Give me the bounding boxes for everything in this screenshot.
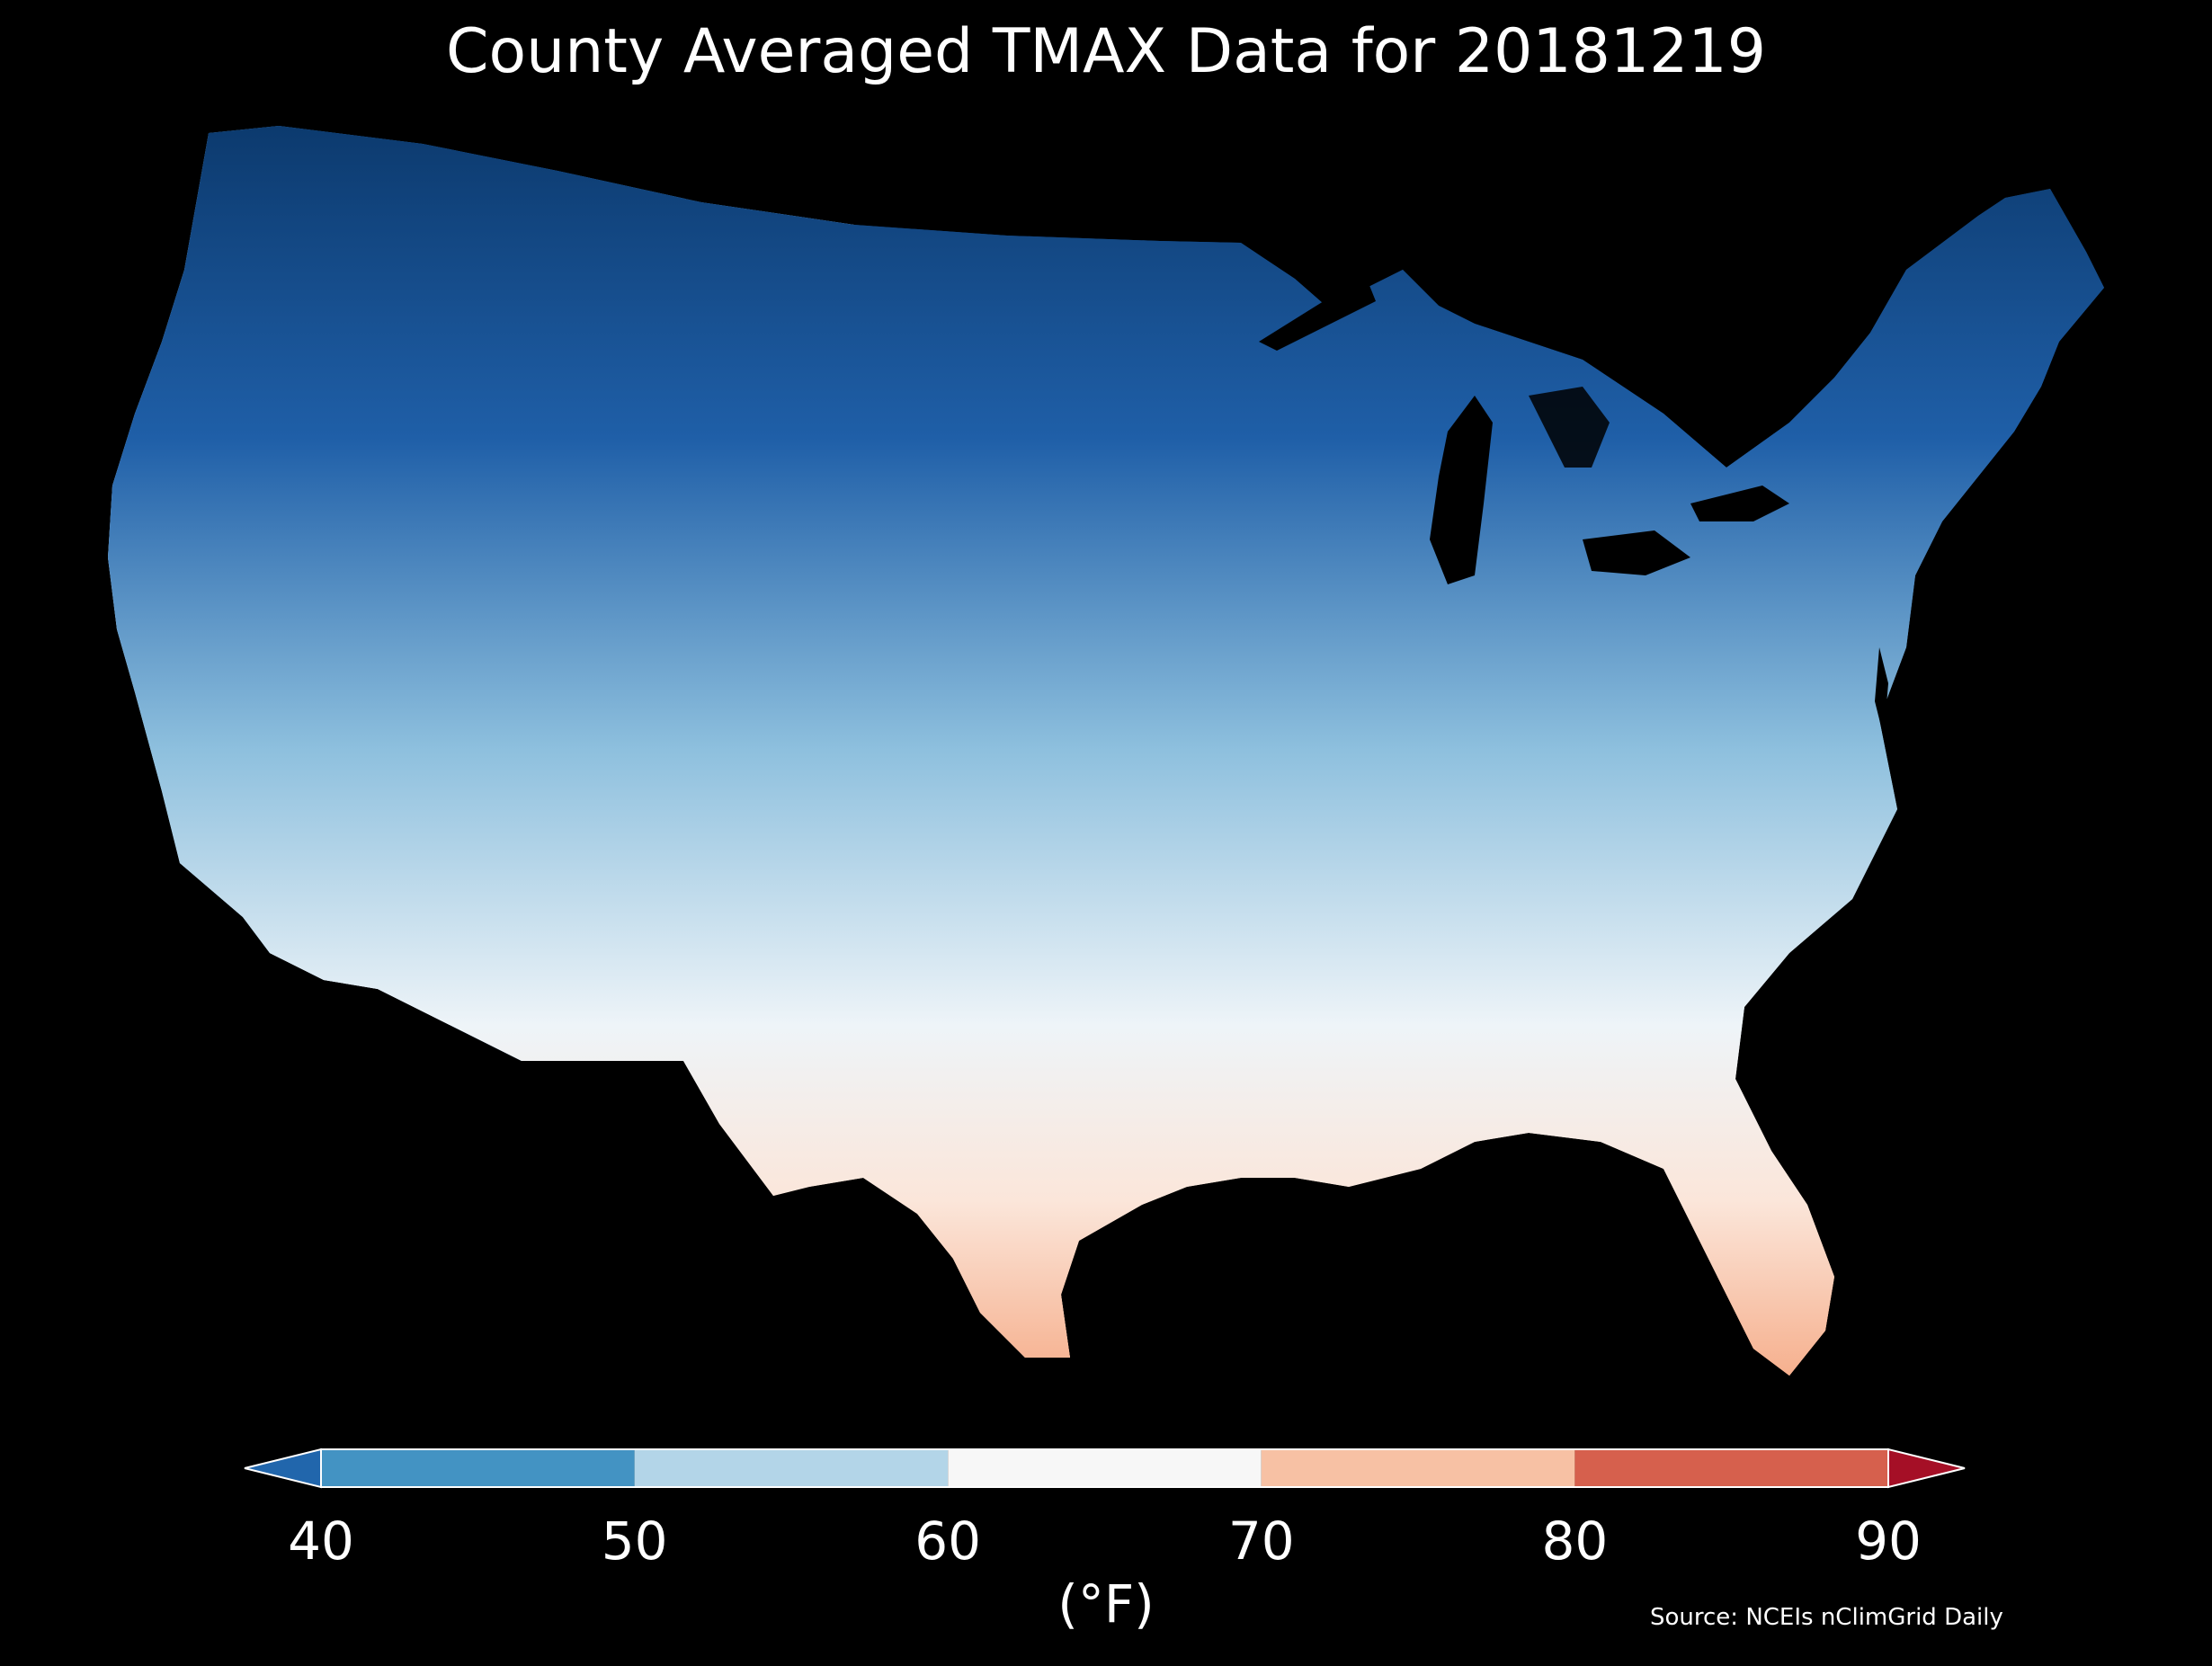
map-title: County Averaged TMAX Data for 20181219 [446, 16, 1766, 87]
colorbar-bin-0 [244, 1448, 322, 1489]
tick-label-70: 70 [1227, 1510, 1295, 1572]
us-outline [108, 126, 2104, 1376]
colorbar-bin-6 [1887, 1448, 1966, 1489]
tick-label-90: 90 [1855, 1510, 1922, 1572]
colorbar-frame [320, 1448, 1889, 1488]
source-note: Source: NCEIs nClimGrid Daily [1650, 1604, 2003, 1631]
colorbar-bin-5 [1574, 1449, 1888, 1487]
colorbar-bin-2 [634, 1449, 949, 1487]
chesapeake-bay [1875, 647, 1888, 737]
great-lakes [1259, 279, 1789, 584]
county-map [108, 126, 2104, 1376]
colorbar-bin-4 [1261, 1449, 1575, 1487]
colorbar-bin-3 [948, 1449, 1262, 1487]
tick-label-40: 40 [288, 1510, 354, 1572]
tick-label-60: 60 [914, 1510, 982, 1572]
colorbar-unit-label: (°F) [1057, 1573, 1155, 1635]
colorbar-bin-1 [321, 1449, 635, 1487]
tick-label-50: 50 [601, 1510, 668, 1572]
tick-label-80: 80 [1541, 1510, 1609, 1572]
